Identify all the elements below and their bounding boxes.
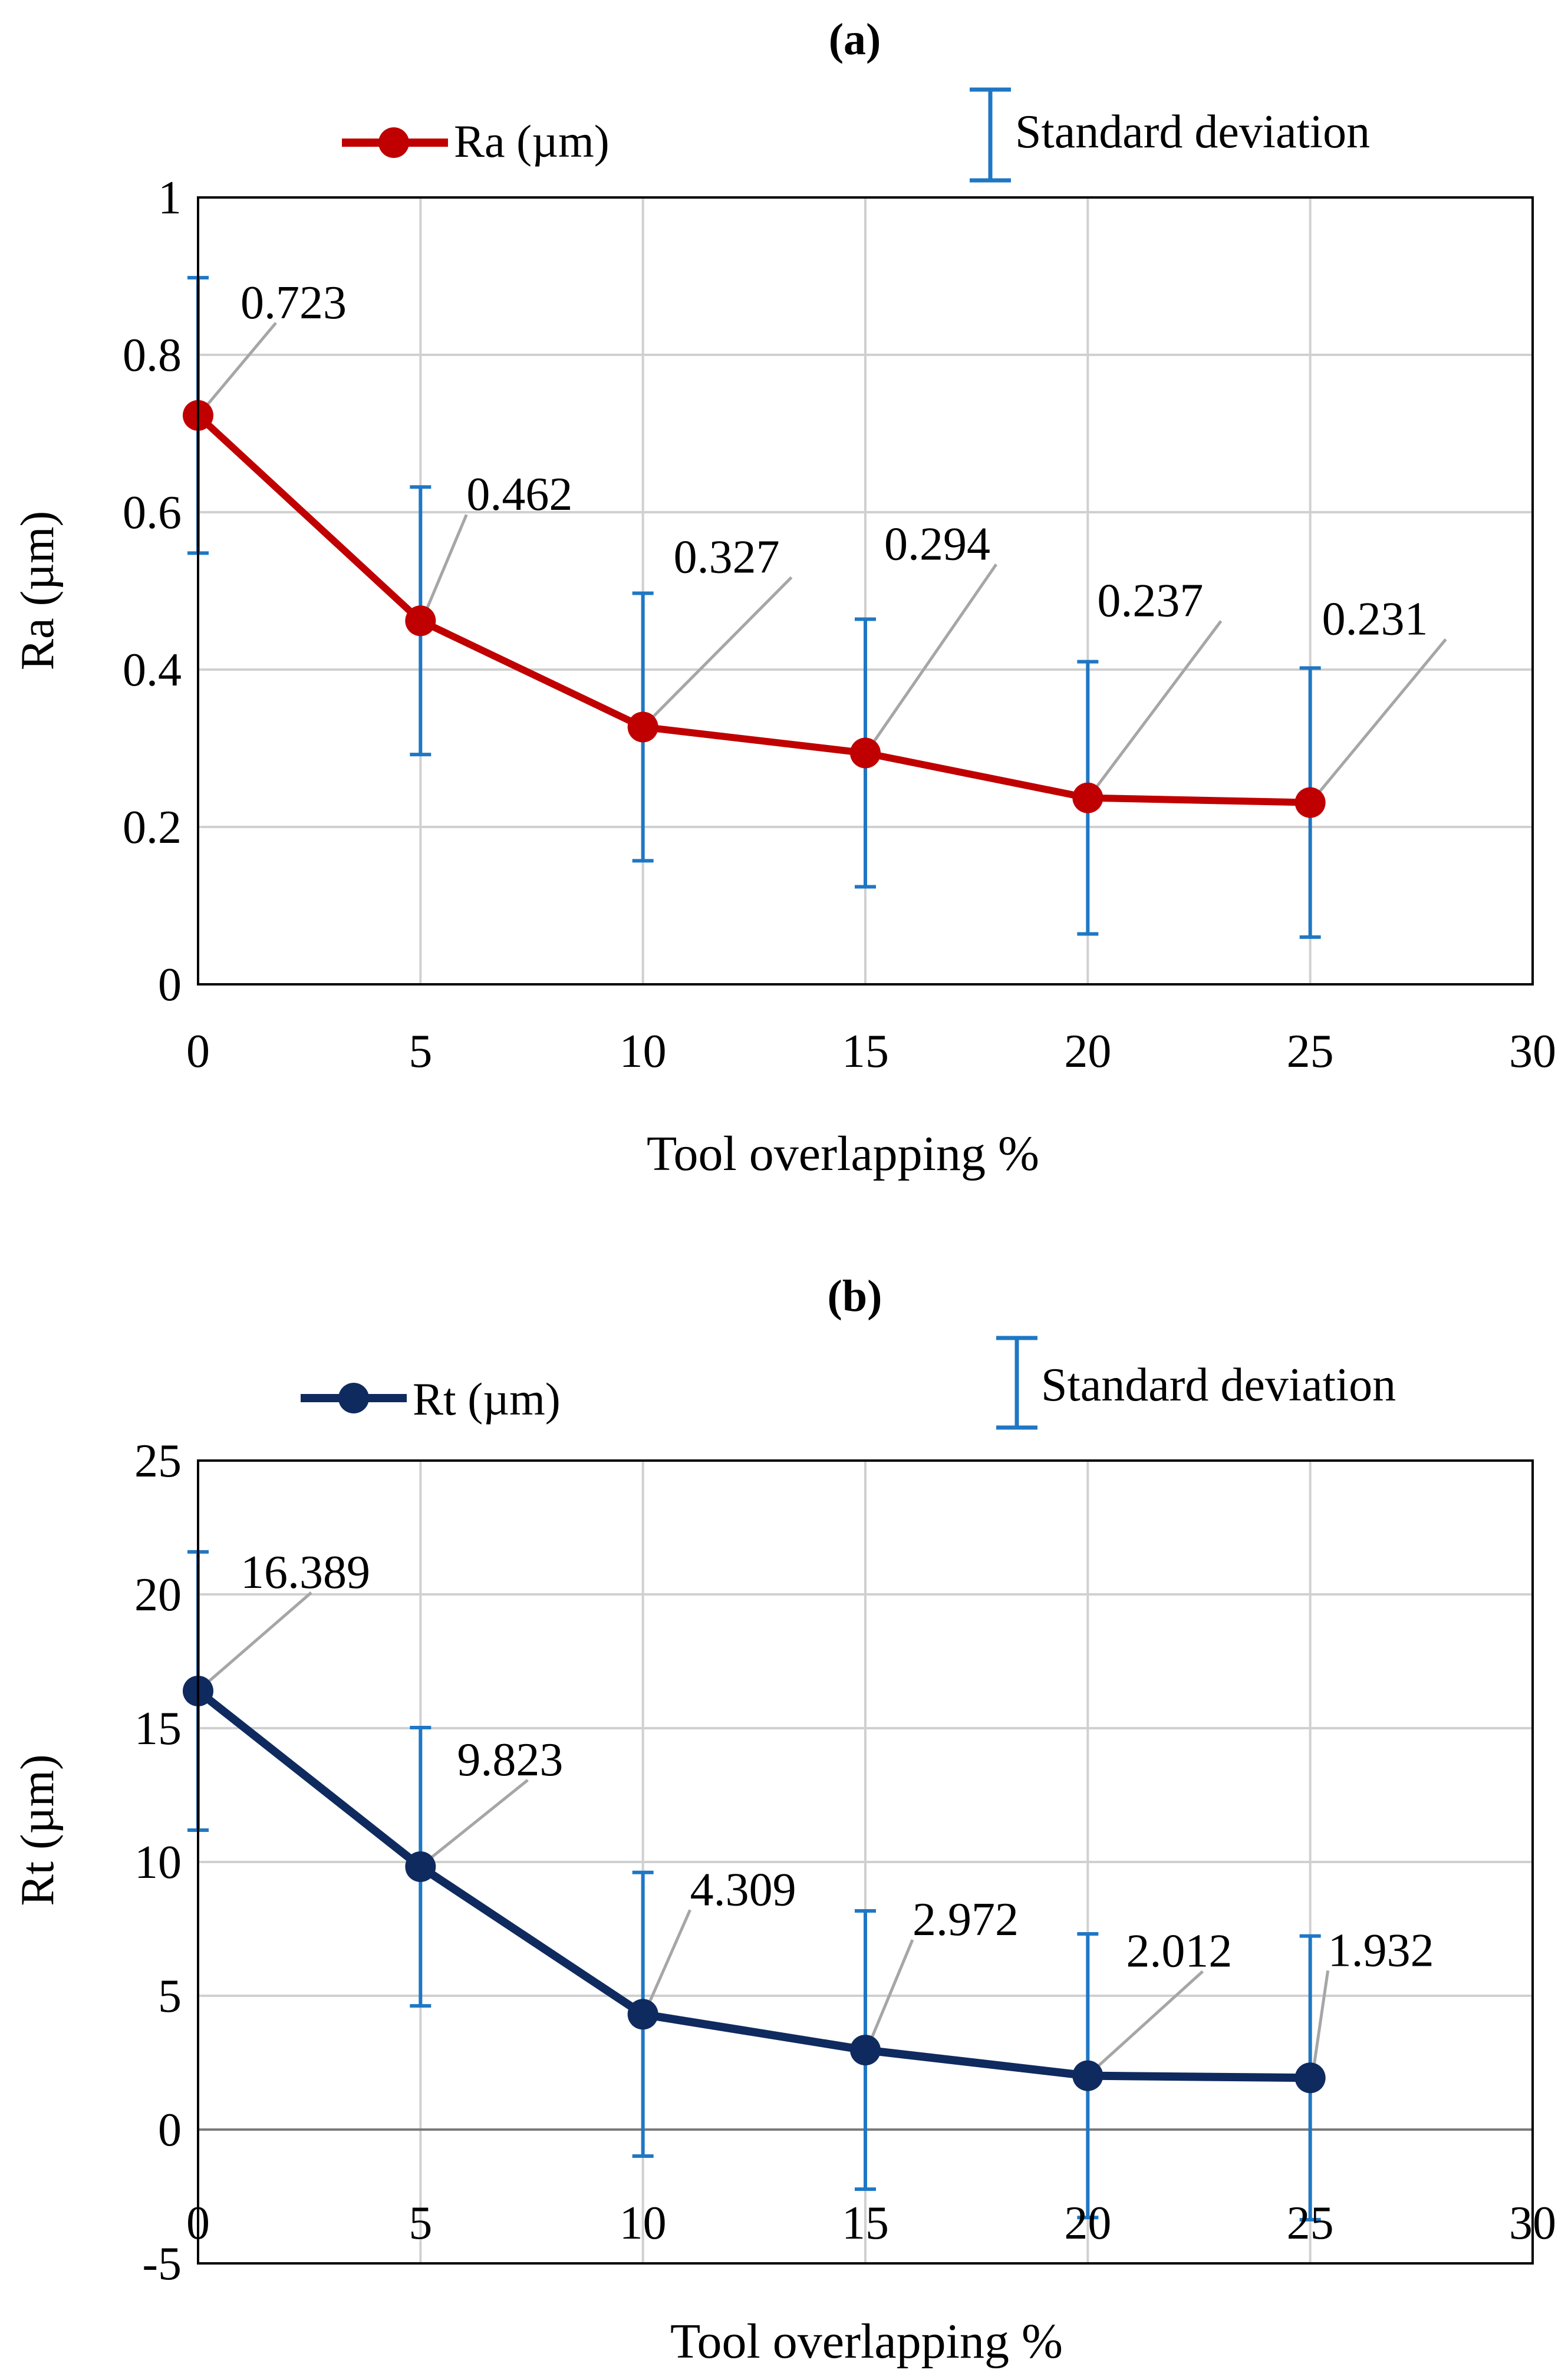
panel-a-label-leaders [199,322,1447,802]
y-tick-label: 0.2 [123,802,182,853]
rt-series-line [195,1688,1310,2082]
panel-a-x-ticks: 0 5 10 15 20 25 30 [186,1026,1556,1077]
data-label-leader [199,1591,312,1690]
data-point [1294,2062,1326,2094]
y-tick-label: 0.8 [123,329,182,381]
panel-b-x-ticks: 0 5 10 15 20 25 30 [186,2197,1556,2249]
data-label-leader [199,322,277,414]
rt-data-points [183,1675,1326,2094]
data-point [627,711,658,743]
y-tick-label: 10 [134,1837,182,1888]
panel-b-x-axis-title: Tool overlapping % [670,2314,1063,2369]
data-point [1294,787,1326,818]
ra-legend-marker [378,127,409,158]
ra-legend-label: Ra (µm) [454,116,610,167]
x-tick-label: 25 [1287,1026,1334,1077]
data-label-leader [1311,1970,1330,2076]
data-label-leader [866,563,998,752]
data-label-leader [644,576,793,726]
panel-b-plot-frame [197,1459,1534,2265]
data-label: 16.389 [241,1547,370,1599]
data-label-leader [866,1939,914,2049]
y-tick-label: 0 [158,959,182,1011]
data-point [1072,2060,1103,2091]
data-label-leader [1311,638,1447,802]
data-label: 0.231 [1322,594,1428,645]
x-tick-label: 25 [1287,2197,1334,2249]
ra-data-points [183,400,1326,818]
x-tick-label: 15 [842,1026,889,1077]
panel-b-label: (b) [828,1271,882,1321]
y-tick-label: 15 [134,1703,182,1755]
data-label: 0.462 [466,469,572,520]
data-point [405,1851,436,1883]
x-tick-label: 10 [620,1026,667,1077]
data-label-leader [421,514,468,619]
x-tick-label: 20 [1064,1026,1111,1077]
rt-legend-marker [338,1383,369,1413]
data-label: 9.823 [457,1734,563,1786]
data-label-leader [1089,620,1223,797]
y-tick-label: 0.6 [123,487,182,539]
data-point [850,2035,881,2066]
data-label: 0.294 [884,519,990,571]
panel-a-label: (a) [829,15,881,64]
y-tick-label: -5 [142,2238,182,2290]
y-tick-label: 0 [158,2104,182,2156]
panel-a-legend: Ra (µm) Standard deviation [342,87,1370,183]
data-point [405,605,436,637]
ra-series-line [195,413,1310,806]
data-label-leader [421,1779,529,1866]
x-tick-label: 5 [409,1026,432,1077]
chart-panel-b: (b) Rt (µm) Standard deviation 16.389 9.8… [12,1271,1556,2369]
data-label: 2.972 [913,1894,1019,1946]
data-point [850,737,881,769]
data-label: 0.723 [241,277,347,329]
panel-b-label-leaders [199,1591,1330,2076]
std-legend-label-b: Standard deviation [1041,1359,1396,1411]
chart-panel-a: (a) Ra (µm) Standard deviation 0.723 0.46… [12,15,1556,1181]
panel-b-legend: Rt (µm) Standard deviation [301,1336,1396,1430]
panel-a-y-axis-title: Ra (µm) [12,511,64,670]
x-tick-label: 30 [1509,1026,1556,1077]
x-tick-label: 30 [1509,2197,1556,2249]
rt-data-labels: 16.389 9.823 4.309 2.972 2.012 1.932 [241,1547,1434,1977]
rt-legend-label: Rt (µm) [413,1373,561,1425]
y-tick-label: 1 [158,172,182,224]
y-tick-label: 25 [134,1435,182,1487]
x-tick-label: 0 [186,2197,210,2249]
x-tick-label: 15 [842,2197,889,2249]
data-label: 0.237 [1097,575,1203,627]
data-label: 4.309 [690,1864,796,1916]
x-tick-label: 10 [620,2197,667,2249]
panel-a-plot-frame [197,196,1534,986]
panel-b-y-ticks: -5 0 5 10 15 20 25 [134,1435,182,2290]
data-label: 0.327 [674,531,780,583]
x-tick-label: 5 [409,2197,432,2249]
data-label-leader [644,1909,691,2013]
panel-a-y-ticks: 0 0.2 0.4 0.6 0.8 1 [123,172,182,1011]
panel-a-x-axis-title: Tool overlapping % [647,1126,1039,1181]
data-point [1072,782,1103,813]
x-tick-label: 20 [1064,2197,1111,2249]
data-point [627,1999,658,2030]
data-label: 2.012 [1126,1926,1232,1977]
panel-b-y-axis-title: Rt (µm) [12,1754,64,1906]
data-label-leader [1089,1970,1204,2075]
data-label: 1.932 [1328,1924,1434,1976]
ra-data-labels: 0.723 0.462 0.327 0.294 0.237 0.231 [241,277,1428,645]
y-tick-label: 5 [158,1970,182,2022]
y-tick-label: 20 [134,1569,182,1621]
y-tick-label: 0.4 [123,644,182,696]
std-legend-label-a: Standard deviation [1015,106,1370,158]
x-tick-label: 0 [186,1026,210,1077]
